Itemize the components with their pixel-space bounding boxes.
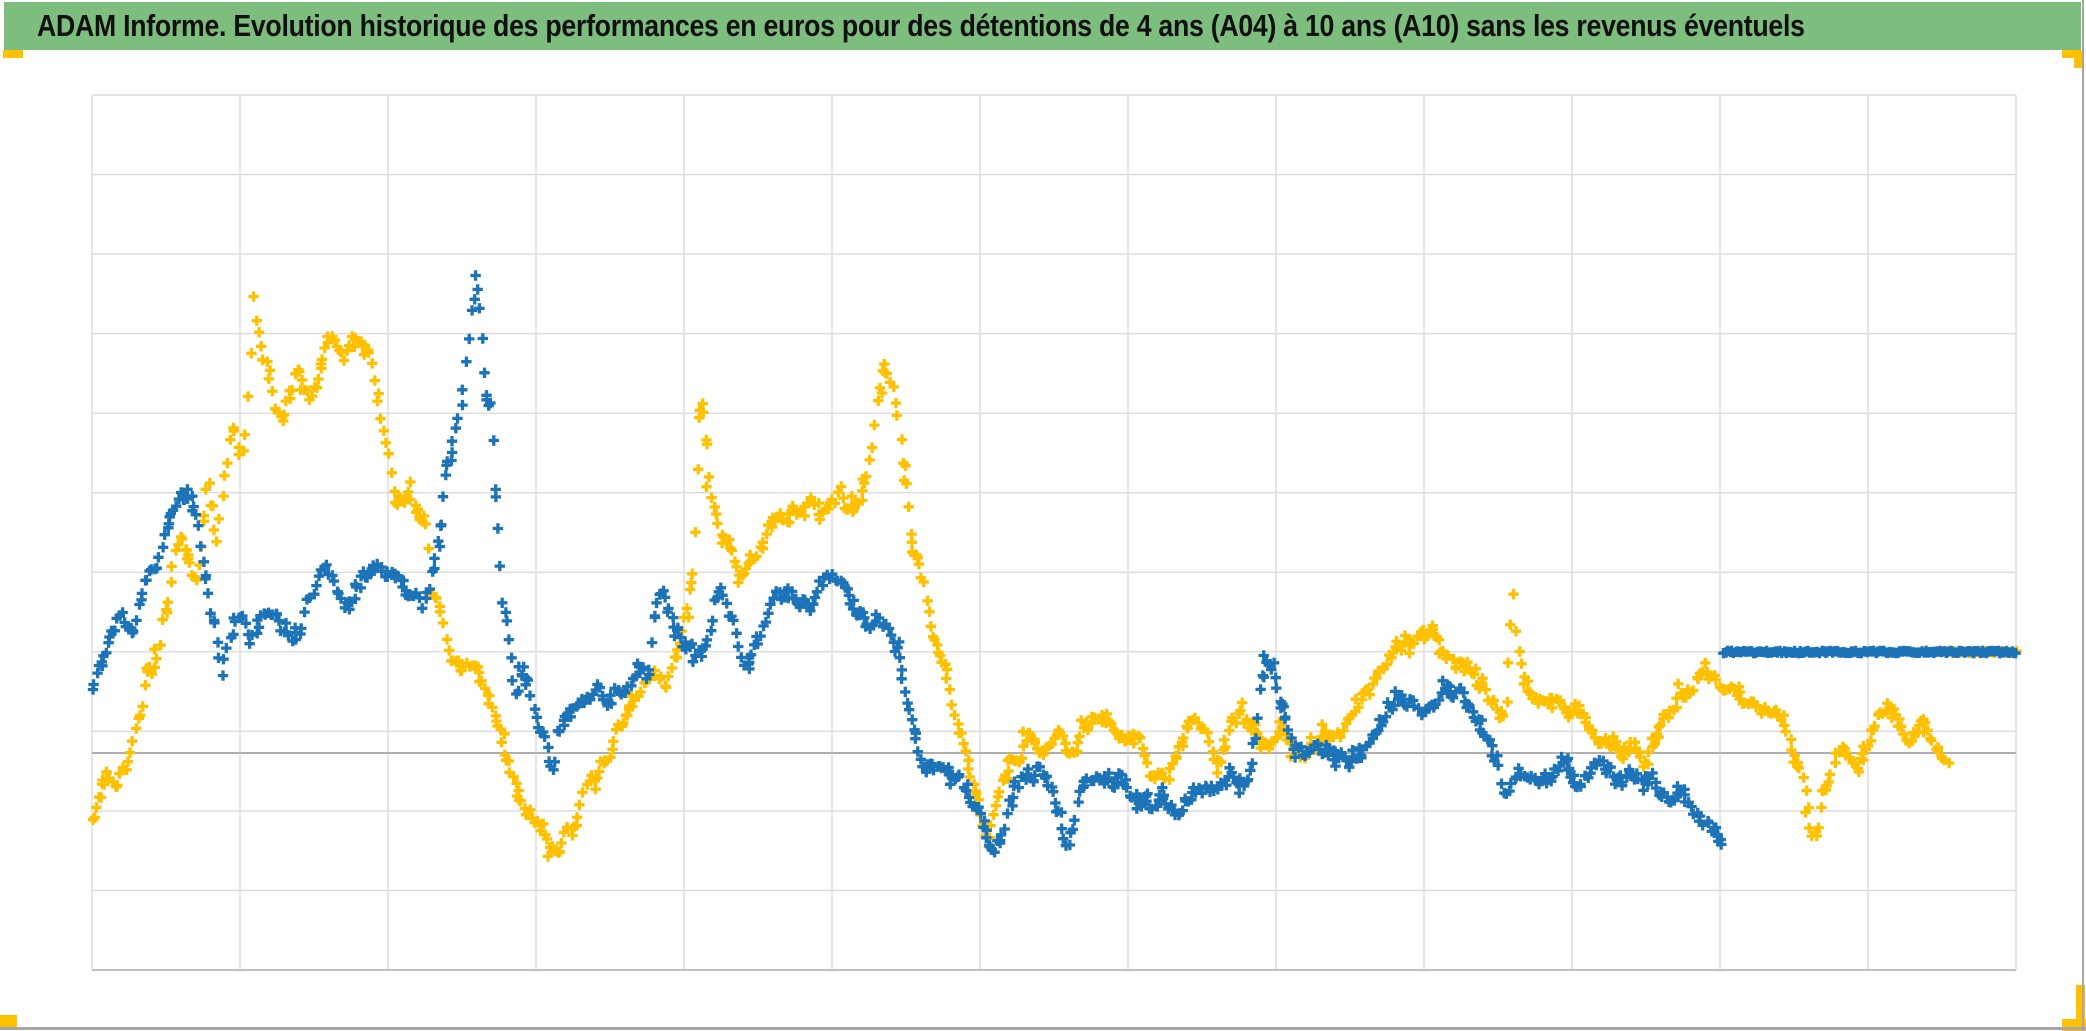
title-bar: ADAM Informe. Evolution historique des p…	[4, 2, 2081, 50]
gold-accent-top-right-horizontal	[2062, 50, 2082, 58]
gold-accent-bottom-left	[0, 1015, 17, 1029]
frame-line-bottom	[0, 1027, 2086, 1030]
gold-accent-bottom-right-vertical	[2076, 985, 2085, 1031]
gold-accent-top-left	[3, 50, 23, 58]
page-title: ADAM Informe. Evolution historique des p…	[37, 8, 1805, 43]
gold-accent-top-right-vertical	[2074, 50, 2082, 68]
frame-line-right	[2082, 0, 2084, 1031]
